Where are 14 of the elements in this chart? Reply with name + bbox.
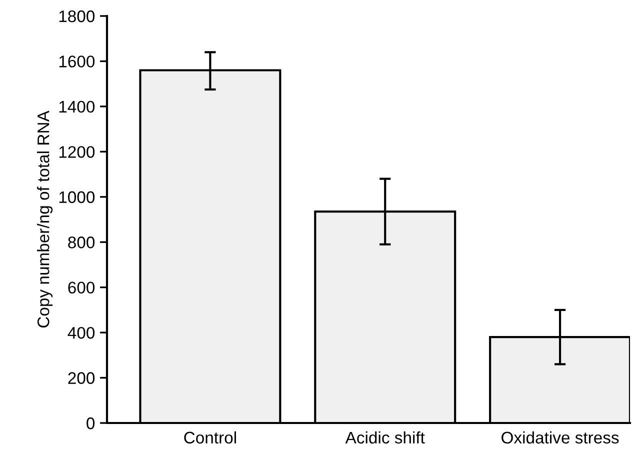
y-tick-label: 1800	[59, 10, 95, 22]
y-tick-label: 200	[68, 372, 95, 384]
y-tick-label: 1200	[59, 146, 95, 158]
x-tick-label: Acidic shift	[345, 431, 425, 444]
y-tick-label: 1400	[59, 100, 95, 113]
x-tick-label: Control	[184, 431, 236, 444]
y-tick-label: 400	[68, 326, 95, 339]
y-tick-label: 0	[86, 417, 95, 430]
y-tick-label: 1000	[59, 191, 95, 204]
y-axis-title: Copy number/ng of total RNA	[37, 110, 53, 328]
y-tick-label: 1600	[59, 56, 95, 68]
x-tick-label: Oxidative stress	[502, 431, 619, 444]
y-tick-label: 600	[68, 282, 95, 294]
y-tick-label: 800	[68, 236, 95, 248]
